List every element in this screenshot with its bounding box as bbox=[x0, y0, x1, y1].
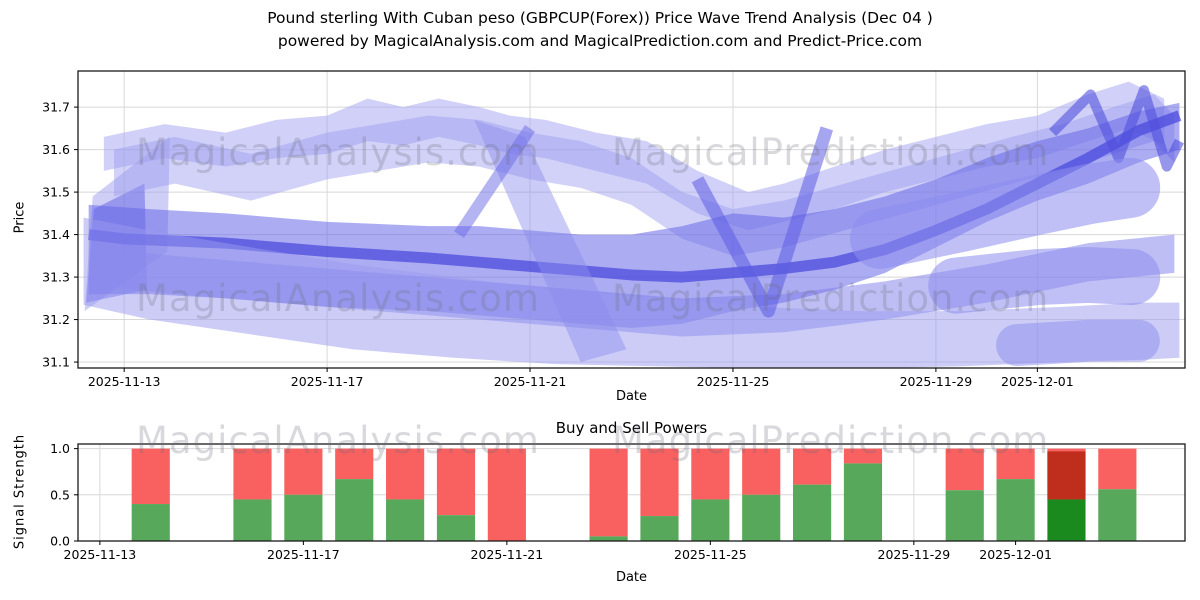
x-tick-label: 2025-11-21 bbox=[494, 374, 567, 389]
sell-bar-segment bbox=[386, 448, 425, 500]
sell-bar-segment bbox=[1098, 448, 1137, 490]
figure-title-line1: Pound sterling With Cuban peso (GBPCUP(F… bbox=[267, 9, 933, 27]
buy-bar-segment bbox=[386, 499, 425, 541]
bar-2025-11-27 bbox=[793, 448, 832, 541]
plot-border bbox=[77, 70, 1186, 369]
bar-2025-11-18 bbox=[335, 448, 374, 541]
price-band-stroke bbox=[850, 157, 1161, 269]
plot-border bbox=[77, 443, 1186, 542]
buy-bar-segment bbox=[335, 479, 374, 541]
sell-bar-segment bbox=[793, 448, 832, 485]
buy-bar-segment bbox=[691, 499, 730, 541]
sell-bar-segment bbox=[131, 448, 170, 505]
price-band-stroke bbox=[1049, 85, 1184, 172]
date-axis-label-top: Date bbox=[615, 389, 648, 404]
sell-bar-segment bbox=[742, 448, 781, 495]
price-band-stroke bbox=[454, 125, 536, 238]
bar-chart-title: Buy and Sell Powers bbox=[555, 419, 708, 437]
price-band-stroke bbox=[996, 319, 1160, 367]
bar-2025-11-21 bbox=[487, 448, 526, 541]
x-tick-label: 2025-11-13 bbox=[64, 547, 137, 562]
buy-bar-segment bbox=[793, 484, 832, 541]
buy-bar-segment bbox=[742, 494, 781, 541]
price-band-stroke bbox=[691, 126, 834, 318]
y-tick-label: 0.5 bbox=[50, 487, 70, 502]
sell-bar-segment bbox=[945, 448, 984, 491]
bar-2025-11-17 bbox=[284, 448, 323, 541]
buy-bar-segment bbox=[945, 490, 984, 541]
sell-bar-segment bbox=[284, 448, 323, 495]
bar-2025-11-26 bbox=[742, 448, 781, 541]
sell-bar-segment bbox=[640, 448, 679, 517]
sell-bar-segment bbox=[233, 448, 272, 500]
y-tick-label: 1.0 bbox=[50, 441, 70, 456]
x-tick-label: 2025-11-21 bbox=[471, 547, 544, 562]
bar-2025-11-28 bbox=[843, 448, 883, 541]
x-tick-label: 2025-12-01 bbox=[979, 547, 1052, 562]
buy-bar-segment bbox=[640, 516, 679, 541]
price-wave-bands bbox=[83, 81, 1184, 368]
ticks: 2025-11-13 2025-11-17 2025-11-21 2025-11-25… bbox=[42, 100, 1074, 389]
x-tick-label: 2025-11-17 bbox=[267, 547, 340, 562]
price-band bbox=[103, 81, 1165, 231]
x-tick-label: 2025-11-29 bbox=[878, 547, 951, 562]
x-tick-label: 2025-11-17 bbox=[291, 374, 364, 389]
buy-bar-segment bbox=[843, 463, 883, 541]
x-tick-label: 2025-11-13 bbox=[88, 374, 161, 389]
bar-2025-11-16 bbox=[233, 448, 272, 541]
bar-2025-11-20 bbox=[436, 448, 476, 541]
sell-bar-segment bbox=[487, 448, 526, 541]
sell-bar-segment bbox=[589, 448, 628, 537]
bar-2025-11-24 bbox=[640, 448, 679, 541]
sell-bar-segment bbox=[691, 448, 730, 500]
x-tick-label: 2025-12-01 bbox=[1001, 374, 1074, 389]
buy-sell-bars bbox=[131, 448, 1137, 541]
y-tick-label: 0.0 bbox=[50, 534, 70, 549]
buy-bar-segment bbox=[284, 494, 323, 541]
ticks: 2025-11-13 2025-11-17 2025-11-21 2025-11-25… bbox=[50, 441, 1052, 562]
price-band bbox=[474, 119, 627, 363]
sell-bar-segment bbox=[335, 448, 374, 480]
buy-bar-segment bbox=[436, 515, 476, 541]
date-axis-label-bottom: Date bbox=[615, 570, 648, 585]
price-band-stroke bbox=[928, 246, 1161, 314]
y-tick-label: 31.6 bbox=[42, 142, 70, 157]
y-tick-label: 31.2 bbox=[42, 312, 70, 327]
buy-bar-segment bbox=[996, 479, 1035, 541]
buy-bar-segment bbox=[233, 499, 272, 541]
y-tick-label: 31.7 bbox=[42, 100, 70, 115]
bar-2025-11-19 bbox=[386, 448, 425, 541]
y-tick-label: 31.5 bbox=[42, 185, 70, 200]
y-tick-label: 31.3 bbox=[42, 270, 70, 285]
bar-2025-12-03 bbox=[1098, 448, 1137, 541]
figure-title-line2: powered by MagicalAnalysis.com and Magic… bbox=[277, 32, 923, 50]
bar-2025-11-23 bbox=[589, 448, 628, 541]
price-band bbox=[83, 217, 1180, 368]
x-tick-label: 2025-11-25 bbox=[674, 547, 747, 562]
bar-2025-12-01 bbox=[996, 448, 1035, 541]
buy-bar-segment-dark bbox=[1047, 499, 1086, 541]
y-tick-label: 31.4 bbox=[42, 227, 70, 242]
signal-strength-axis-label: Signal Strength bbox=[12, 433, 28, 550]
sell-bar-segment bbox=[996, 448, 1035, 480]
x-tick-label: 2025-11-29 bbox=[900, 374, 973, 389]
buy-bar-segment bbox=[589, 536, 628, 541]
bar-2025-12-02 bbox=[1047, 448, 1086, 541]
bar-2025-11-25 bbox=[691, 448, 730, 541]
price-axis-label: Price bbox=[12, 201, 28, 234]
x-tick-label: 2025-11-25 bbox=[697, 374, 770, 389]
buy-bar-segment bbox=[131, 504, 170, 541]
bar-2025-11-14 bbox=[131, 448, 170, 541]
sell-bar-segment-dark bbox=[1047, 451, 1086, 500]
sell-bar-segment bbox=[843, 448, 883, 464]
price-band bbox=[114, 94, 1175, 256]
y-tick-label: 31.1 bbox=[42, 355, 70, 370]
sell-bar-segment bbox=[436, 448, 476, 516]
bar-2025-11-30 bbox=[945, 448, 984, 541]
buy-bar-segment bbox=[1098, 489, 1137, 541]
